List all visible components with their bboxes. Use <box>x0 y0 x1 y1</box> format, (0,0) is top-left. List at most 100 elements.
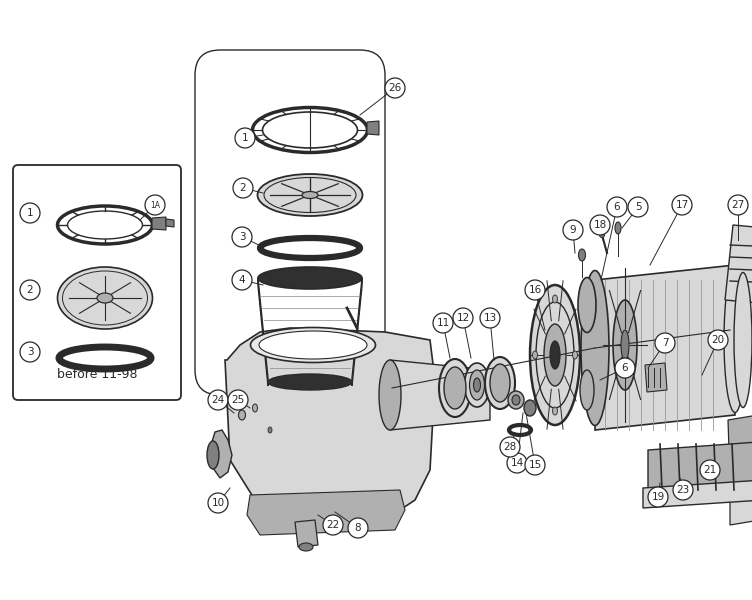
Polygon shape <box>595 265 735 430</box>
Circle shape <box>563 220 583 240</box>
Text: 20: 20 <box>711 335 725 345</box>
Text: 22: 22 <box>326 520 340 530</box>
Circle shape <box>20 342 40 362</box>
Ellipse shape <box>621 330 629 360</box>
Text: 1: 1 <box>26 208 33 218</box>
Ellipse shape <box>268 374 352 390</box>
Text: 18: 18 <box>593 220 607 230</box>
Text: 10: 10 <box>211 498 225 508</box>
Text: 3: 3 <box>238 232 245 242</box>
Text: 7: 7 <box>662 338 669 348</box>
Text: 13: 13 <box>484 313 496 323</box>
Circle shape <box>672 195 692 215</box>
Ellipse shape <box>97 293 113 303</box>
Polygon shape <box>295 520 318 547</box>
Ellipse shape <box>544 324 566 386</box>
Circle shape <box>525 280 545 300</box>
Text: 19: 19 <box>651 492 665 502</box>
Text: 2: 2 <box>26 285 33 295</box>
Ellipse shape <box>532 351 538 359</box>
Ellipse shape <box>581 271 609 425</box>
Text: 27: 27 <box>732 200 744 210</box>
Text: 11: 11 <box>436 318 450 328</box>
Circle shape <box>607 197 627 217</box>
Circle shape <box>323 515 343 535</box>
Text: before 11-98: before 11-98 <box>56 368 138 382</box>
Circle shape <box>525 455 545 475</box>
Text: 9: 9 <box>570 225 576 235</box>
Ellipse shape <box>578 249 586 261</box>
Circle shape <box>628 197 648 217</box>
Ellipse shape <box>68 211 142 239</box>
Circle shape <box>208 493 228 513</box>
Circle shape <box>232 270 252 290</box>
Ellipse shape <box>207 441 219 469</box>
Ellipse shape <box>530 285 580 425</box>
Text: 12: 12 <box>456 313 470 323</box>
Text: 5: 5 <box>635 202 641 212</box>
Ellipse shape <box>485 357 515 409</box>
Polygon shape <box>352 278 362 386</box>
Ellipse shape <box>268 427 272 433</box>
Circle shape <box>728 195 748 215</box>
Polygon shape <box>730 460 752 525</box>
Text: 28: 28 <box>503 442 517 452</box>
Ellipse shape <box>469 370 484 400</box>
Circle shape <box>673 480 693 500</box>
Text: 6: 6 <box>622 363 629 373</box>
Ellipse shape <box>299 543 313 551</box>
Polygon shape <box>648 442 752 493</box>
Ellipse shape <box>257 174 362 216</box>
Circle shape <box>233 178 253 198</box>
Polygon shape <box>258 278 268 386</box>
Ellipse shape <box>465 363 490 407</box>
Circle shape <box>385 78 405 98</box>
Circle shape <box>20 203 40 223</box>
Circle shape <box>433 313 453 333</box>
Text: 26: 26 <box>388 83 402 93</box>
Ellipse shape <box>734 272 752 407</box>
Polygon shape <box>166 219 174 227</box>
Circle shape <box>453 308 473 328</box>
Ellipse shape <box>57 267 153 329</box>
Ellipse shape <box>580 370 594 410</box>
Ellipse shape <box>724 268 746 413</box>
Ellipse shape <box>260 238 360 258</box>
Ellipse shape <box>250 328 375 362</box>
Polygon shape <box>645 363 667 392</box>
Circle shape <box>700 460 720 480</box>
Text: 6: 6 <box>614 202 620 212</box>
Text: 2: 2 <box>240 183 247 193</box>
Ellipse shape <box>512 395 520 405</box>
Polygon shape <box>725 225 752 305</box>
Polygon shape <box>152 217 166 230</box>
Text: 1A: 1A <box>150 200 160 209</box>
Ellipse shape <box>613 300 637 390</box>
Ellipse shape <box>302 191 318 199</box>
Ellipse shape <box>439 359 471 417</box>
Circle shape <box>228 390 248 410</box>
Circle shape <box>145 195 165 215</box>
Circle shape <box>500 437 520 457</box>
Ellipse shape <box>615 222 621 234</box>
Polygon shape <box>225 328 435 530</box>
Circle shape <box>232 227 252 247</box>
Ellipse shape <box>524 400 536 416</box>
Ellipse shape <box>262 112 357 148</box>
Ellipse shape <box>253 404 257 412</box>
Polygon shape <box>390 360 490 430</box>
Ellipse shape <box>599 232 605 238</box>
Polygon shape <box>210 430 232 478</box>
Text: 21: 21 <box>703 465 717 475</box>
Text: 14: 14 <box>511 458 523 468</box>
Text: 4: 4 <box>238 275 245 285</box>
Ellipse shape <box>490 364 510 402</box>
Ellipse shape <box>509 425 531 435</box>
Ellipse shape <box>259 331 367 359</box>
Circle shape <box>590 215 610 235</box>
Circle shape <box>208 390 228 410</box>
Ellipse shape <box>379 360 401 430</box>
Text: 17: 17 <box>675 200 689 210</box>
FancyBboxPatch shape <box>13 165 181 400</box>
Ellipse shape <box>572 351 578 359</box>
